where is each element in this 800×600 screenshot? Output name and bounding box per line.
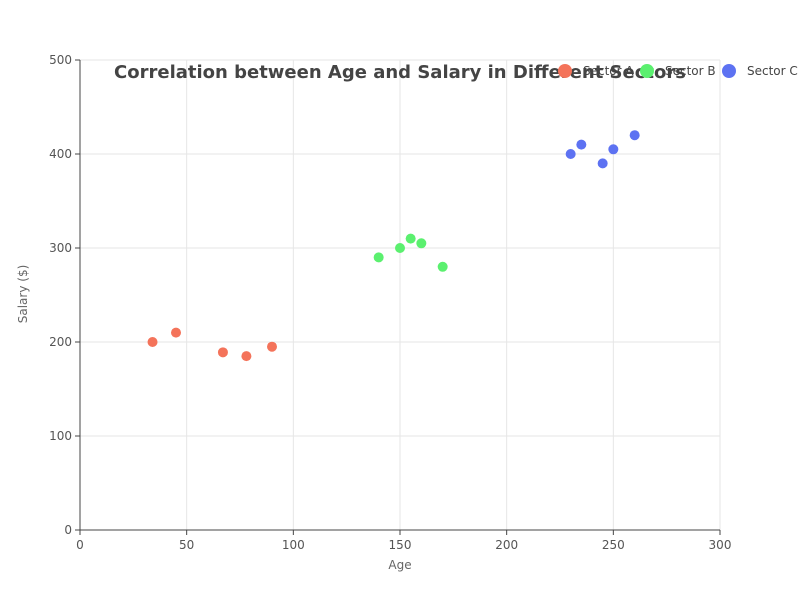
legend-label: Sector A [583, 64, 634, 78]
y-tick-label: 300 [49, 241, 72, 255]
x-tick-label: 50 [179, 538, 194, 552]
legend[interactable]: Sector A Sector B Sector C [558, 64, 798, 78]
y-axis-label: Salary ($) [16, 265, 30, 324]
x-tick-label: 200 [495, 538, 518, 552]
y-tick-label: 500 [49, 53, 72, 67]
y-tick-label: 400 [49, 147, 72, 161]
legend-marker [722, 64, 736, 78]
data-point[interactable] [241, 351, 252, 362]
legend-marker [558, 64, 572, 78]
data-point[interactable] [565, 149, 576, 159]
legend-marker [640, 64, 654, 78]
chart-title: Correlation between Age and Salary in Di… [114, 62, 686, 83]
legend-item[interactable]: Sector C [722, 64, 798, 78]
data-points [147, 130, 640, 362]
data-point[interactable] [147, 337, 158, 347]
x-tick-label: 100 [282, 538, 305, 552]
legend-label: Sector B [665, 64, 716, 78]
x-tick-label: 300 [709, 538, 732, 552]
data-point[interactable] [217, 347, 228, 358]
legend-label: Sector C [747, 64, 798, 78]
data-point[interactable] [416, 238, 427, 249]
data-point[interactable] [395, 243, 405, 253]
data-point[interactable] [629, 130, 640, 141]
legend-item[interactable]: Sector B [640, 64, 716, 78]
data-point[interactable] [437, 261, 448, 272]
data-point[interactable] [267, 341, 277, 352]
x-axis-label: Age [388, 558, 411, 572]
x-tick-label: 250 [602, 538, 625, 552]
x-tick-label: 0 [76, 538, 84, 552]
data-point[interactable] [597, 158, 608, 169]
x-tick-label: 150 [389, 538, 412, 552]
y-tick-label: 0 [64, 523, 72, 537]
legend-item[interactable]: Sector A [558, 64, 634, 78]
data-point[interactable] [373, 252, 384, 263]
y-tick-label: 100 [49, 429, 72, 443]
data-point[interactable] [608, 144, 619, 155]
data-point[interactable] [171, 327, 181, 338]
grid [80, 59, 721, 530]
data-point[interactable] [576, 139, 587, 150]
axes: 0 50 100 150 200 250 300 0 100 200 300 400 500 [49, 53, 731, 552]
data-point[interactable] [405, 233, 416, 244]
y-tick-label: 200 [49, 335, 72, 349]
